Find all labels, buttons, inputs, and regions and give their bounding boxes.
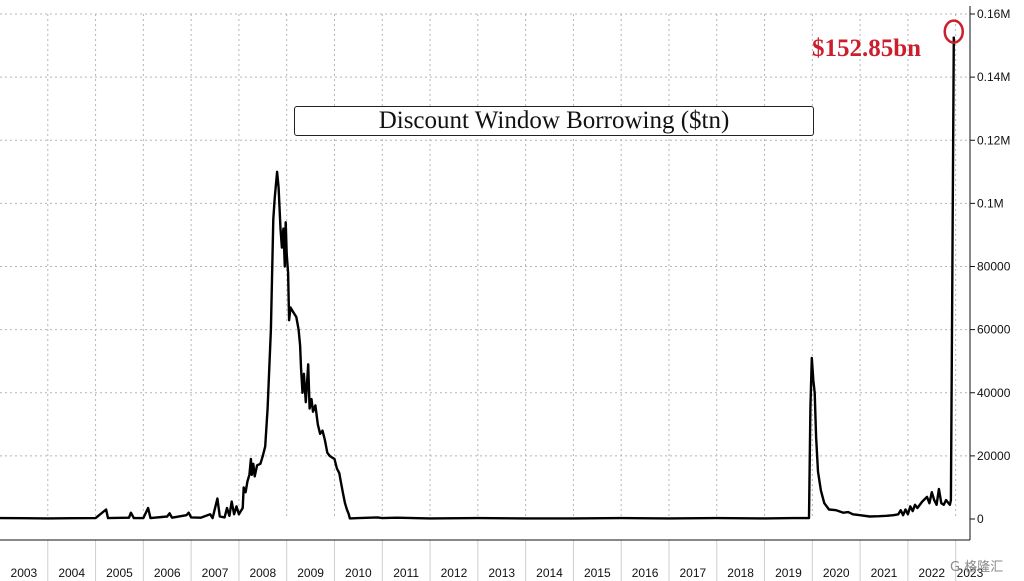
series-line — [0, 36, 955, 520]
y-tick-label: 20000 — [977, 449, 1011, 463]
x-tick-label: 2015 — [584, 566, 611, 580]
y-tick-label: 0.14M — [977, 70, 1010, 84]
x-tick-label: 2023 — [957, 566, 984, 580]
y-tick-label: 0.1M — [977, 196, 1004, 210]
x-tick-label: 2016 — [632, 566, 659, 580]
chart-title: Discount Window Borrowing ($tn) — [294, 106, 814, 136]
y-tick-label: 40000 — [977, 386, 1011, 400]
axes: 0 20000 40000 60000 80000 0.1M 0.12M 0.14M 0.16M… — [0, 6, 1011, 581]
x-tick-label: 2006 — [154, 566, 181, 580]
y-tick-label: 60000 — [977, 323, 1011, 337]
x-tick-label: 2003 — [11, 566, 38, 580]
x-tick-label: 2012 — [441, 566, 468, 580]
x-tick-label: 2014 — [536, 566, 563, 580]
peak-annotation-label: $152.85bn — [812, 35, 922, 62]
x-tick-label: 2004 — [58, 566, 85, 580]
y-tick-label: 80000 — [977, 260, 1011, 274]
y-tick-label: 0 — [977, 512, 984, 526]
x-tick-label: 2009 — [297, 566, 324, 580]
peak-annotation-circle — [943, 19, 965, 44]
x-tick-label: 2010 — [345, 566, 372, 580]
grid — [0, 13, 970, 519]
x-tick-label: 2013 — [488, 566, 515, 580]
x-tick-label: 2007 — [202, 566, 229, 580]
x-tick-label: 2005 — [106, 566, 133, 580]
series-layer — [0, 36, 955, 520]
x-tick-label: 2018 — [727, 566, 754, 580]
x-tick-label: 2008 — [249, 566, 276, 580]
y-tick-label: 0.16M — [977, 7, 1010, 21]
x-tick-label: 2011 — [393, 566, 419, 580]
x-tick-label: 2022 — [918, 566, 945, 580]
x-tick-label: 2017 — [680, 566, 707, 580]
x-tick-label: 2020 — [823, 566, 850, 580]
x-tick-label: 2019 — [775, 566, 802, 580]
y-tick-label: 0.12M — [977, 133, 1010, 147]
annotation-layer — [943, 19, 965, 44]
x-tick-label: 2021 — [871, 566, 898, 580]
watermark-logo: G 格隆汇 — [950, 560, 1004, 575]
